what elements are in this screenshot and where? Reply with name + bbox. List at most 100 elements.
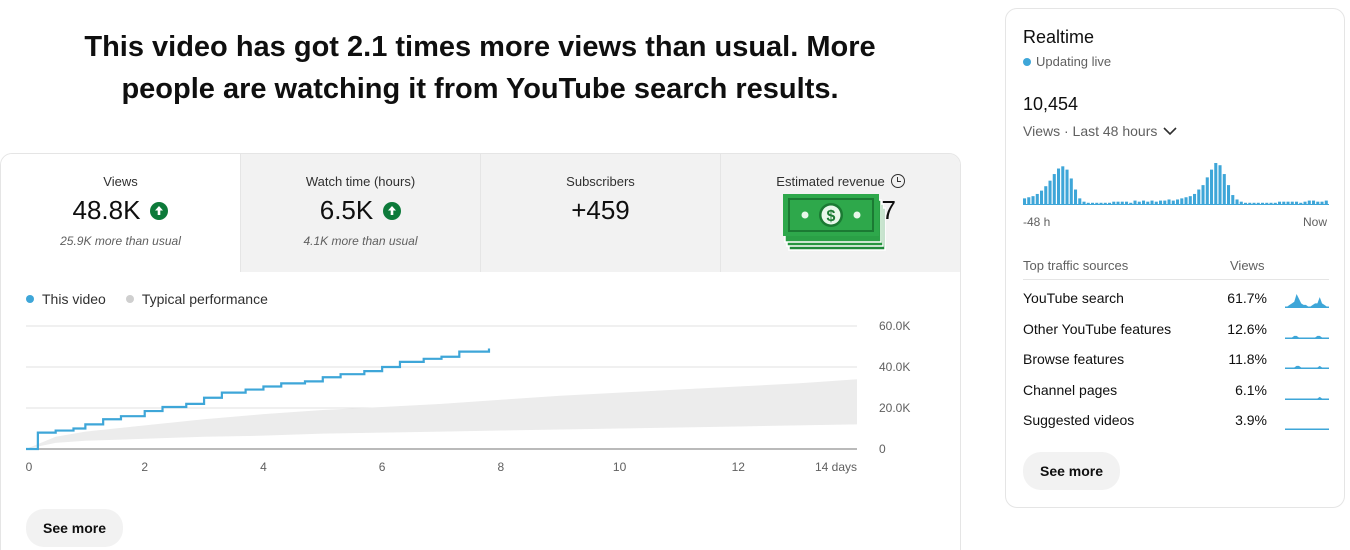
traffic-sparkline	[1285, 396, 1329, 400]
money-stack-icon: $	[783, 194, 886, 251]
metric-value: 6.5K	[319, 195, 374, 225]
hourly-view-bar	[1176, 199, 1180, 205]
hourly-view-bar	[1307, 200, 1311, 205]
metric-tabs: Views 48.8K 25.9K more than usual Watch …	[1, 154, 960, 272]
overview-card: Views 48.8K 25.9K more than usual Watch …	[0, 153, 961, 550]
traffic-source-name: Suggested videos	[1023, 412, 1135, 428]
insight-headline: This video has got 2.1 times more views …	[0, 26, 960, 110]
hourly-view-bar	[1159, 200, 1163, 205]
metric-value-row: 48.8K	[1, 195, 240, 226]
hourly-view-bar	[1082, 201, 1086, 205]
hourly-view-bar	[1184, 197, 1188, 205]
x-tick-label: 2	[141, 460, 148, 474]
sparkline-area	[1285, 294, 1329, 308]
hourly-view-bar	[1099, 202, 1103, 205]
hourly-view-bar	[1078, 198, 1082, 205]
hourly-view-bar	[1261, 202, 1265, 205]
traffic-source-row[interactable]: Channel pages 6.1%	[1023, 382, 1329, 402]
metric-tab-watch-time[interactable]: Watch time (hours) 6.5K 4.1K more than u…	[240, 154, 480, 272]
svg-text:$: $	[827, 208, 836, 225]
views-header-label: Views	[1230, 258, 1265, 273]
traffic-source-row[interactable]: Other YouTube features 12.6%	[1023, 321, 1329, 341]
divider	[1023, 279, 1329, 280]
hourly-view-bar	[1048, 180, 1052, 205]
legend-label: Typical performance	[141, 291, 268, 307]
legend-dot	[125, 295, 134, 303]
metric-comparison: 25.9K more than usual	[60, 234, 181, 248]
hourly-view-bar	[1278, 201, 1282, 205]
hourly-view-bar	[1214, 163, 1218, 205]
see-more-button[interactable]: See more	[26, 509, 124, 547]
hourly-view-bar	[1120, 201, 1124, 205]
realtime-title: Realtime	[1023, 27, 1095, 47]
metric-comparison: 4.1K more than usual	[303, 234, 418, 248]
hourly-view-bar	[1299, 202, 1303, 205]
this-video-line	[26, 348, 491, 451]
x-tick-label: 10	[613, 460, 627, 474]
realtime-see-more-button[interactable]: See more	[1023, 452, 1121, 490]
hourly-view-bar	[1324, 200, 1328, 205]
hourly-view-bar	[1303, 201, 1307, 205]
traffic-source-name: Browse features	[1023, 351, 1125, 367]
hourly-view-bar	[1163, 200, 1167, 205]
metric-label: Watch time (hours)	[305, 174, 416, 189]
typical-performance-band	[26, 379, 857, 449]
traffic-source-row[interactable]: Browse features 11.8%	[1023, 351, 1329, 371]
period-selector[interactable]: Views · Last 48 hours	[1023, 123, 1177, 139]
legend-typical[interactable]: Typical performance	[125, 291, 268, 307]
legend-this-video[interactable]: This video	[26, 291, 106, 307]
hourly-view-bar	[1197, 189, 1201, 205]
hourly-view-bar	[1290, 201, 1294, 205]
legend-label: This video	[42, 291, 106, 307]
hourly-view-bar	[1171, 200, 1175, 205]
x-tick-label: 8	[498, 460, 505, 474]
x-tick-label: 4	[260, 460, 267, 474]
traffic-source-row[interactable]: YouTube search 61.7%	[1023, 290, 1329, 310]
hourly-view-bar	[1108, 202, 1112, 205]
hourly-view-bar	[1129, 202, 1133, 205]
realtime-view-count: 10,454	[1023, 94, 1079, 114]
hourly-view-bar	[1027, 197, 1031, 205]
hourly-view-bar	[1235, 199, 1239, 205]
hourly-view-bar	[1265, 202, 1269, 205]
headline-line-2: people are watching it from YouTube sear…	[121, 73, 839, 105]
hourly-view-bar	[1227, 185, 1231, 205]
chart-legend: This video Typical performance	[26, 291, 268, 307]
hourly-view-bar	[1201, 185, 1205, 205]
y-tick-label: 40.0K	[879, 360, 910, 374]
traffic-source-percent: 6.1%	[1235, 381, 1267, 398]
traffic-source-row[interactable]: Suggested videos 3.9%	[1023, 412, 1329, 432]
period-label: Views · Last 48 hours	[1023, 123, 1158, 139]
traffic-source-name: Other YouTube features	[1023, 320, 1172, 337]
metric-tab-views[interactable]: Views 48.8K 25.9K more than usual	[1, 154, 240, 272]
hourly-view-bar	[1316, 201, 1320, 205]
hourly-view-bar	[1269, 202, 1273, 205]
hourly-view-bar	[1125, 201, 1129, 205]
traffic-source-percent: 12.6%	[1227, 320, 1267, 337]
live-status-label: Updating live	[1036, 54, 1112, 69]
axis-start-label: -48 h	[1023, 215, 1051, 229]
hourly-view-bar	[1052, 174, 1056, 205]
sparkline-area	[1285, 335, 1329, 339]
traffic-source-name: YouTube search	[1023, 290, 1124, 306]
hourly-view-bar	[1074, 189, 1078, 205]
x-tick-label: 14 days	[815, 460, 857, 474]
hourly-view-bar	[1205, 177, 1209, 205]
hourly-view-bar	[1031, 196, 1035, 205]
hourly-view-bar	[1150, 200, 1154, 205]
hourly-view-bar	[1035, 193, 1039, 205]
headline-line-1: This video has got 2.1 times more views …	[84, 31, 876, 63]
hourly-view-bar	[1239, 201, 1243, 205]
hourly-view-bar	[1286, 201, 1290, 205]
traffic-sources-header: Top traffic sources Views	[1023, 258, 1329, 273]
metric-tab-subscribers[interactable]: Subscribers +459	[480, 154, 720, 272]
metric-tab-revenue[interactable]: Estimated revenue 7 $	[720, 154, 960, 272]
metric-value-row: +459	[481, 195, 720, 226]
traffic-source-name: Channel pages	[1023, 381, 1118, 398]
metric-value: 48.8K	[72, 195, 141, 225]
arrow-up-icon	[150, 201, 169, 220]
hourly-view-bar	[1244, 202, 1248, 205]
realtime-card: Realtime Updating live 10,454 Views · La…	[1005, 8, 1345, 508]
metric-label-row: Estimated revenue	[721, 174, 960, 189]
hourly-view-bar	[1137, 201, 1141, 205]
